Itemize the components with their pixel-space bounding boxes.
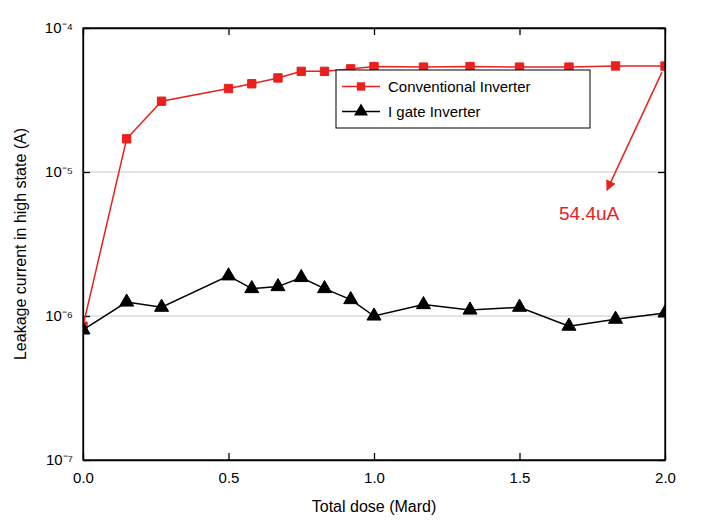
grid-line	[83, 172, 665, 173]
tick	[374, 28, 375, 35]
marker	[248, 80, 256, 88]
series-line	[83, 66, 665, 326]
tick-mark	[519, 453, 520, 460]
marker	[83, 322, 90, 334]
tick	[520, 28, 521, 35]
tick-mark	[83, 316, 90, 317]
tick-label: 10⁻⁴	[45, 19, 73, 36]
legend-entry: Conventional Inverter	[342, 78, 531, 95]
tick-mark	[374, 28, 375, 35]
tick-mark	[374, 453, 375, 460]
marker	[318, 281, 332, 293]
legend-label: Conventional Inverter	[388, 78, 531, 95]
tick-mark	[658, 172, 665, 173]
marker	[155, 299, 169, 311]
chart: 0.0 0.5 1.0 1.5 2.0 10⁻⁷ 10⁻⁶ 10⁻⁵ 10⁻⁴ Total dos…	[0, 0, 701, 524]
legend-entry: I gate Inverter	[342, 103, 481, 120]
tick-label: 10⁻⁶	[45, 307, 73, 324]
marker	[274, 74, 282, 82]
marker	[344, 292, 358, 304]
x-axis: 0.0 0.5 1.0 1.5 2.0	[73, 453, 676, 486]
y-grid	[83, 28, 665, 460]
tick-label: 1.0	[364, 469, 385, 486]
annotation: 54.4uA	[559, 203, 620, 224]
marker	[562, 318, 576, 330]
marker	[609, 311, 623, 323]
marker	[157, 97, 165, 105]
tick-label: 1.5	[510, 469, 531, 486]
marker	[463, 302, 477, 314]
marker	[416, 297, 430, 309]
tick: 1.0	[364, 453, 385, 486]
tick-mark	[519, 28, 520, 35]
plot-frame	[83, 28, 665, 460]
marker	[370, 62, 378, 70]
marker	[320, 67, 328, 75]
plot: 0.0 0.5 1.0 1.5 2.0 10⁻⁷ 10⁻⁶ 10⁻⁵ 10⁻⁴	[45, 19, 676, 485]
tick-mark	[228, 453, 229, 460]
tick-label: 10⁻⁵	[45, 163, 73, 180]
legend: Conventional Inverter I gate Inverter	[336, 70, 590, 128]
marker	[466, 62, 474, 70]
tick-label: 0.0	[73, 469, 94, 486]
tick-label: 0.5	[219, 469, 240, 486]
tick: 0.5	[219, 453, 240, 486]
marker	[120, 294, 134, 306]
tick-label: 2.0	[655, 469, 676, 486]
legend-marker	[354, 103, 368, 115]
marker	[367, 308, 381, 320]
annotation-arrow	[607, 72, 662, 190]
marker	[122, 135, 130, 143]
series-line	[83, 276, 665, 330]
marker	[512, 299, 526, 311]
x-axis-top	[84, 28, 666, 35]
legend-box	[336, 70, 590, 128]
tick-label: 10⁻⁷	[46, 451, 73, 468]
x-axis-title: Total dose (Mard)	[312, 498, 437, 515]
tick-mark	[83, 172, 90, 173]
tick-mark	[228, 28, 229, 35]
marker	[658, 305, 665, 317]
y-axis-title: Leakage current in high state (A)	[12, 128, 29, 360]
marker	[271, 279, 285, 291]
marker	[224, 84, 232, 92]
marker	[297, 67, 305, 75]
tick	[229, 28, 230, 35]
marker	[611, 62, 619, 70]
legend-label: I gate Inverter	[388, 103, 481, 120]
data-layer	[83, 62, 665, 334]
marker	[245, 281, 259, 293]
legend-marker	[357, 82, 365, 90]
marker	[294, 269, 308, 281]
marker	[221, 268, 235, 280]
tick	[658, 172, 665, 173]
tick: 1.5	[510, 453, 531, 486]
